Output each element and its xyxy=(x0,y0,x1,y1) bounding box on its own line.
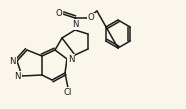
Text: Cl: Cl xyxy=(64,88,72,97)
Text: O: O xyxy=(88,14,95,22)
Text: N: N xyxy=(68,54,75,64)
Text: N: N xyxy=(9,56,16,66)
Text: N: N xyxy=(15,72,21,81)
Text: N: N xyxy=(72,20,78,29)
Text: O: O xyxy=(55,9,62,19)
